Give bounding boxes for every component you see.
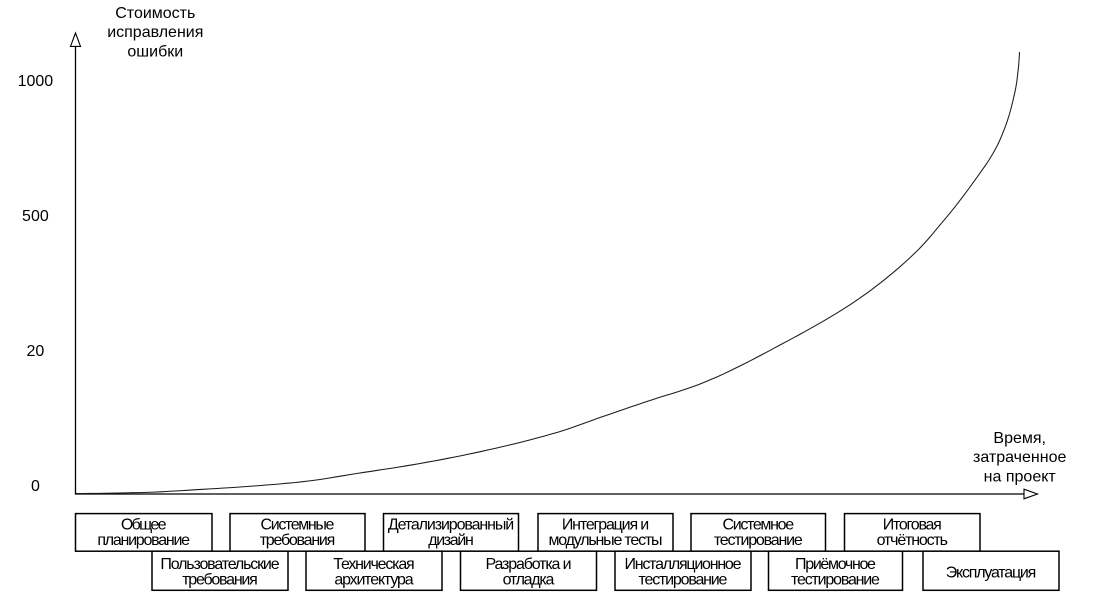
svg-text:на проект: на проект (984, 469, 1057, 486)
svg-text:исправления: исправления (107, 24, 203, 41)
svg-text:Общее: Общее (121, 517, 167, 534)
svg-text:требования: требования (260, 532, 336, 549)
svg-text:Техническая: Техническая (333, 556, 414, 573)
svg-text:отладка: отладка (503, 571, 555, 588)
svg-text:Эксплуатация: Эксплуатация (946, 565, 1037, 582)
svg-text:Приёмочное: Приёмочное (795, 556, 876, 573)
svg-text:тестирование: тестирование (639, 571, 728, 588)
svg-text:20: 20 (27, 343, 45, 360)
svg-text:Системное: Системное (723, 517, 795, 534)
svg-text:архитектура: архитектура (334, 571, 413, 588)
svg-text:модульные тесты: модульные тесты (549, 532, 663, 549)
svg-text:Системные: Системные (261, 517, 335, 534)
svg-text:ошибки: ошибки (127, 43, 183, 60)
svg-text:Стоимость: Стоимость (115, 5, 195, 22)
svg-text:Инсталляционное: Инсталляционное (625, 556, 742, 573)
svg-text:требования: требования (182, 571, 258, 588)
svg-text:1000: 1000 (18, 73, 54, 90)
svg-text:затраченное: затраченное (973, 449, 1066, 466)
svg-text:Итоговая: Итоговая (883, 517, 942, 534)
svg-text:Разработка и: Разработка и (486, 556, 572, 573)
svg-text:Детализированный: Детализированный (388, 517, 514, 534)
svg-text:Пользовательские: Пользовательские (160, 556, 279, 573)
svg-text:планирование: планирование (97, 532, 190, 549)
svg-text:500: 500 (22, 208, 49, 225)
svg-text:отчётность: отчётность (877, 532, 948, 549)
svg-text:тестирование: тестирование (714, 532, 803, 549)
svg-text:Время,: Время, (993, 430, 1046, 447)
svg-text:Интеграция и: Интеграция и (562, 517, 649, 534)
svg-text:дизайн: дизайн (428, 532, 474, 549)
svg-text:тестирование: тестирование (791, 571, 880, 588)
svg-text:0: 0 (31, 478, 40, 495)
